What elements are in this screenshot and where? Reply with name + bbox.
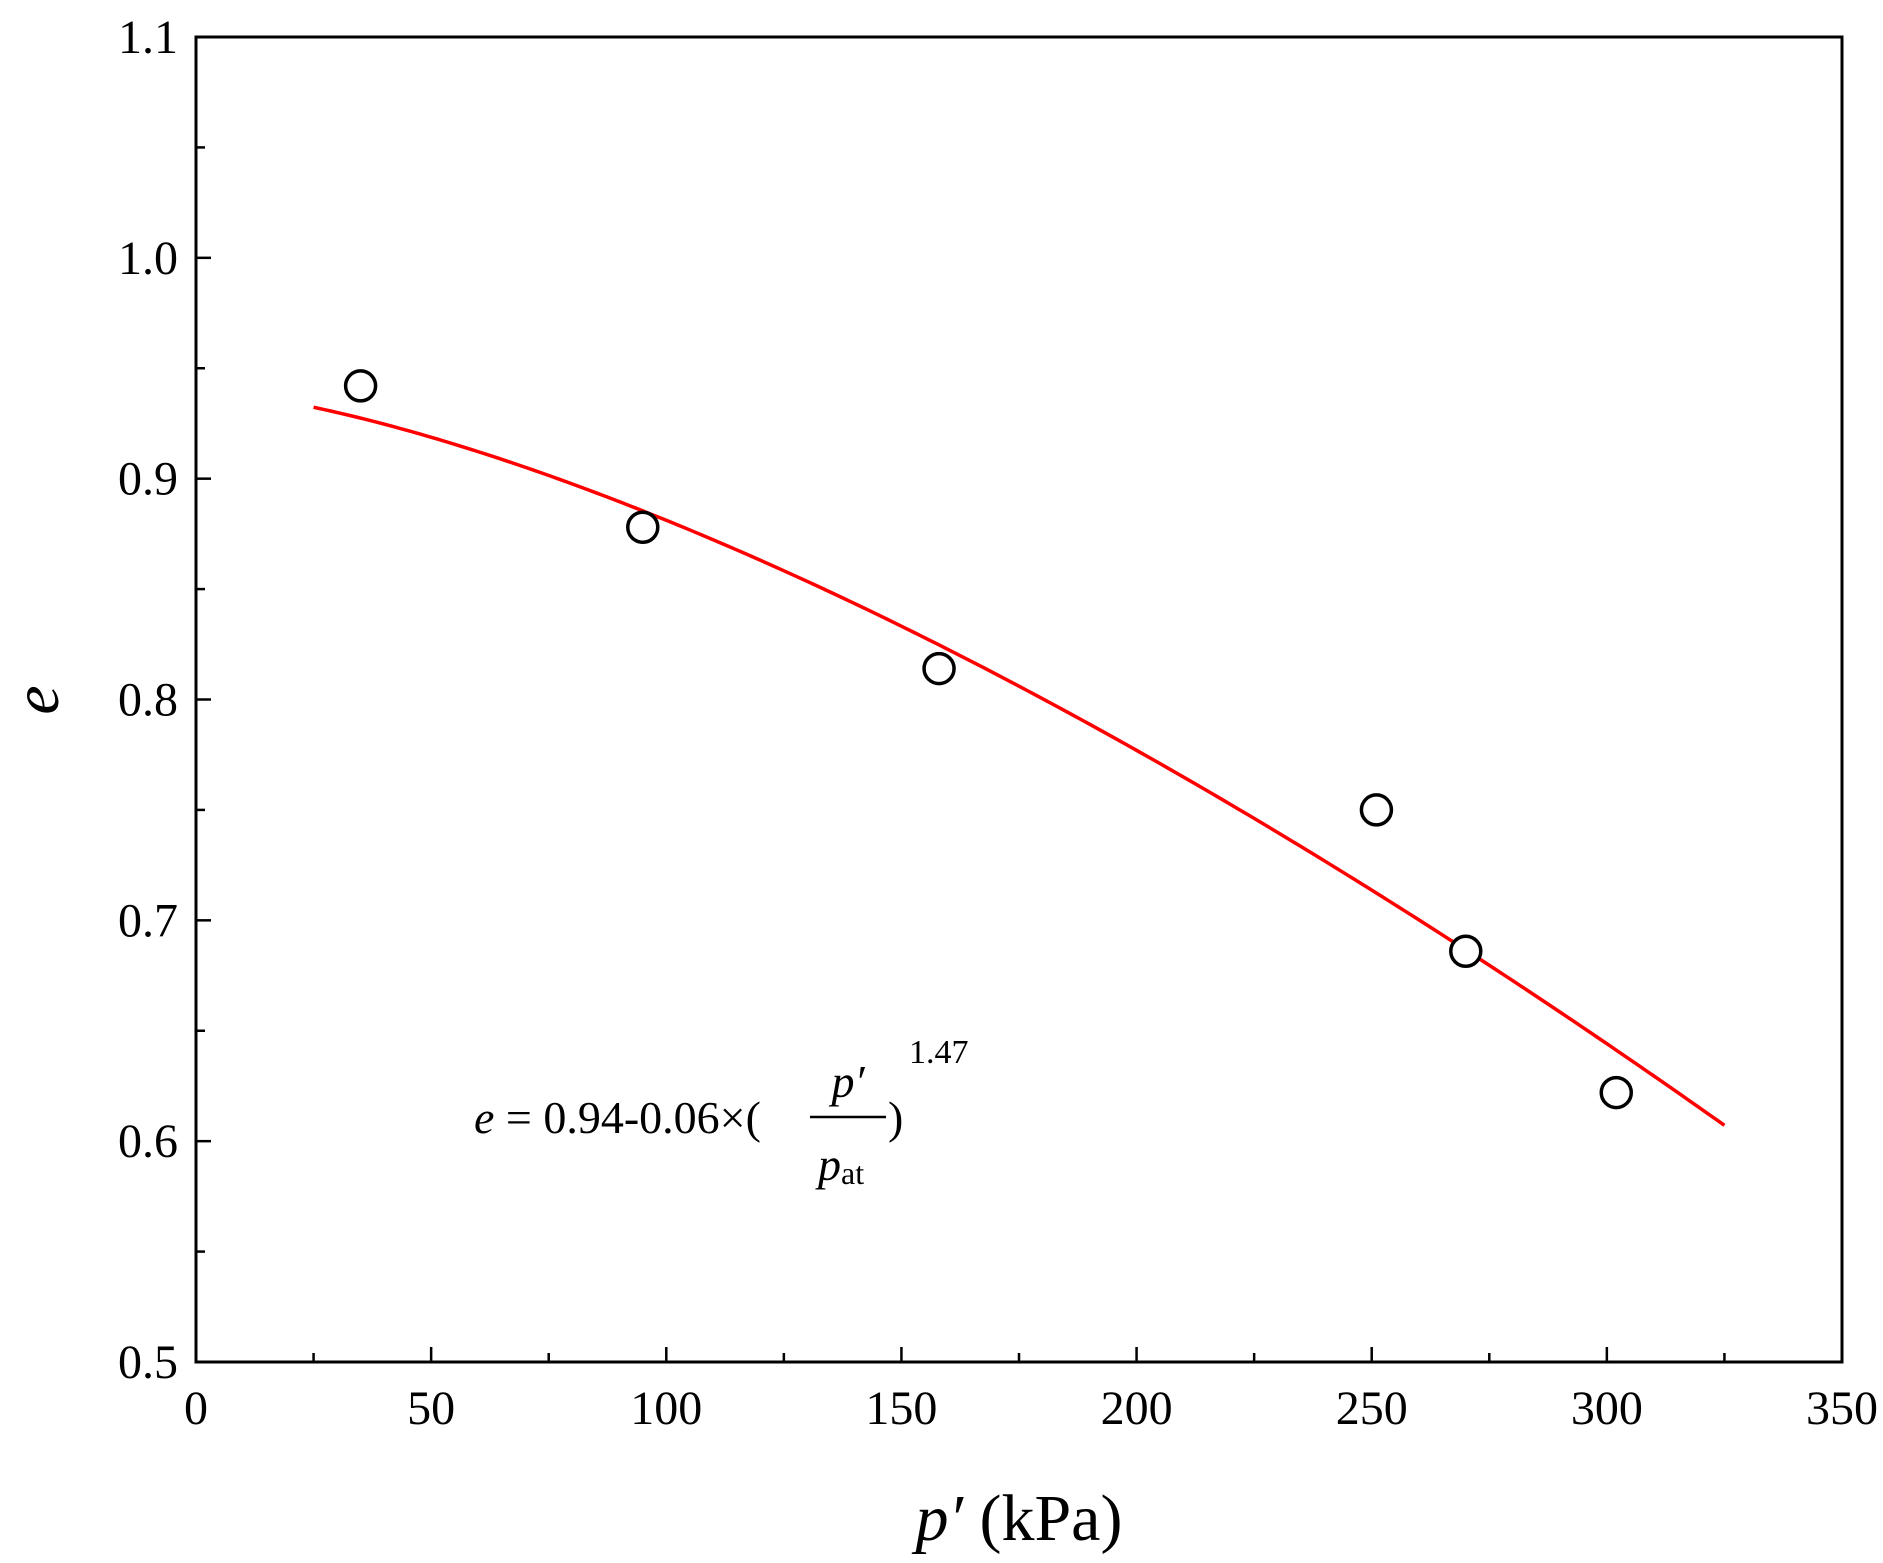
fit-equation: e = 0.94-0.06×( p′ pat ) 1.47 xyxy=(474,1034,969,1191)
x-tick-label: 50 xyxy=(407,1382,455,1435)
data-point xyxy=(1449,934,1483,968)
plot-frame xyxy=(194,35,1844,1364)
data-point xyxy=(1359,793,1394,827)
equation-body: = 0.94-0.06×( xyxy=(494,1092,761,1143)
data-point xyxy=(626,510,660,544)
data-points xyxy=(343,369,1634,1110)
y-tick-label: 0.5 xyxy=(118,1336,178,1389)
y-axis-label: e xyxy=(0,685,73,714)
svg-text:pat: pat xyxy=(815,1139,864,1191)
x-tick-label: 350 xyxy=(1806,1382,1878,1435)
fit-curve xyxy=(313,405,1726,1127)
x-tick-label: 250 xyxy=(1336,1382,1408,1435)
equation-lhs: e xyxy=(474,1092,494,1143)
equation-denominator-sub: at xyxy=(841,1155,864,1191)
x-axis-tick-labels: 0 50 100 150 200 250 300 350 xyxy=(184,1382,1878,1435)
x-tick-label: 200 xyxy=(1101,1382,1173,1435)
y-tick-label: 0.7 xyxy=(118,894,178,947)
x-axis-label: p′ (kPa) xyxy=(912,1482,1123,1555)
svg-text:e = 0.94-0.06×(: e = 0.94-0.06×( xyxy=(474,1092,761,1143)
x-axis-label-variable: p′ xyxy=(912,1482,965,1555)
y-tick-label: 0.6 xyxy=(118,1115,178,1168)
y-axis-tick-labels: 0.5 0.6 0.7 0.8 0.9 1.0 1.1 xyxy=(118,11,178,1389)
equation-denominator-var: p xyxy=(815,1139,841,1190)
y-axis-ticks xyxy=(196,35,211,1364)
x-tick-label: 0 xyxy=(184,1382,208,1435)
equation-exponent: 1.47 xyxy=(909,1034,969,1071)
y-tick-label: 0.8 xyxy=(118,674,178,727)
x-tick-label: 150 xyxy=(865,1382,937,1435)
y-tick-label: 0.9 xyxy=(118,453,178,506)
x-axis-ticks xyxy=(194,1347,1844,1362)
x-axis-label-unit: (kPa) xyxy=(963,1482,1122,1555)
equation-close-paren: ) xyxy=(888,1092,903,1143)
x-tick-label: 100 xyxy=(630,1382,702,1435)
equation-numerator: p′ xyxy=(828,1056,865,1107)
data-point xyxy=(343,369,378,403)
data-point xyxy=(1599,1075,1634,1110)
x-tick-label: 300 xyxy=(1571,1382,1643,1435)
data-point xyxy=(922,651,956,686)
y-tick-label: 1.0 xyxy=(118,232,178,285)
y-tick-label: 1.1 xyxy=(118,11,178,64)
